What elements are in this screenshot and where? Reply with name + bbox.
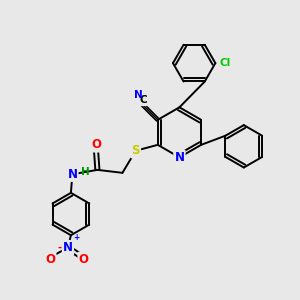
Text: N: N: [174, 151, 184, 164]
Text: S: S: [131, 144, 140, 157]
Text: +: +: [73, 233, 80, 242]
Text: Cl: Cl: [220, 58, 231, 68]
Text: C: C: [140, 95, 147, 105]
Text: C: C: [140, 95, 147, 105]
Text: N: N: [68, 168, 77, 181]
Text: O: O: [45, 253, 55, 266]
Text: O: O: [91, 138, 101, 151]
Text: H: H: [81, 167, 89, 177]
Text: N: N: [134, 90, 142, 100]
Text: N: N: [68, 168, 77, 181]
Text: Cl: Cl: [220, 58, 231, 68]
Text: N: N: [134, 90, 142, 100]
Text: O: O: [79, 253, 88, 266]
Text: N: N: [63, 241, 73, 254]
Text: N: N: [174, 151, 184, 164]
Text: N: N: [63, 241, 73, 254]
Text: S: S: [131, 144, 140, 157]
Text: O: O: [79, 253, 88, 266]
Text: O: O: [91, 138, 101, 151]
Text: O: O: [45, 253, 55, 266]
Text: -: -: [57, 243, 61, 253]
